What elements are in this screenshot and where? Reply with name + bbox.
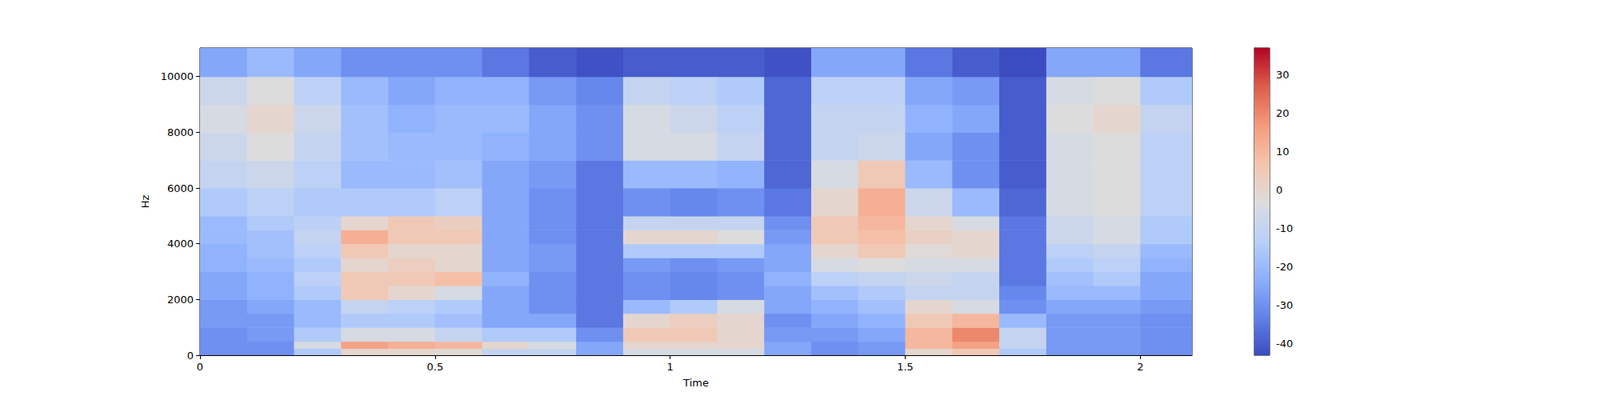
svg-text:-10: -10 — [1276, 222, 1293, 235]
svg-text:10: 10 — [1276, 145, 1290, 158]
svg-text:6000: 6000 — [167, 182, 194, 195]
svg-text:1: 1 — [667, 360, 674, 373]
svg-text:-40: -40 — [1276, 337, 1293, 350]
svg-text:0: 0 — [1276, 184, 1283, 196]
svg-text:2000: 2000 — [167, 293, 194, 306]
svg-text:-20: -20 — [1276, 260, 1293, 273]
svg-text:-30: -30 — [1276, 299, 1293, 312]
svg-text:30: 30 — [1276, 68, 1290, 81]
svg-text:2: 2 — [1136, 360, 1144, 373]
svg-text:20: 20 — [1276, 107, 1290, 120]
svg-text:0: 0 — [187, 349, 194, 362]
svg-text:Hz: Hz — [139, 195, 152, 209]
svg-text:0.5: 0.5 — [426, 360, 444, 373]
svg-text:10000: 10000 — [160, 70, 194, 83]
svg-text:1.5: 1.5 — [896, 360, 914, 373]
svg-text:Time: Time — [682, 376, 709, 389]
svg-text:4000: 4000 — [167, 237, 194, 250]
svg-text:0: 0 — [196, 360, 204, 373]
svg-text:8000: 8000 — [167, 126, 194, 139]
